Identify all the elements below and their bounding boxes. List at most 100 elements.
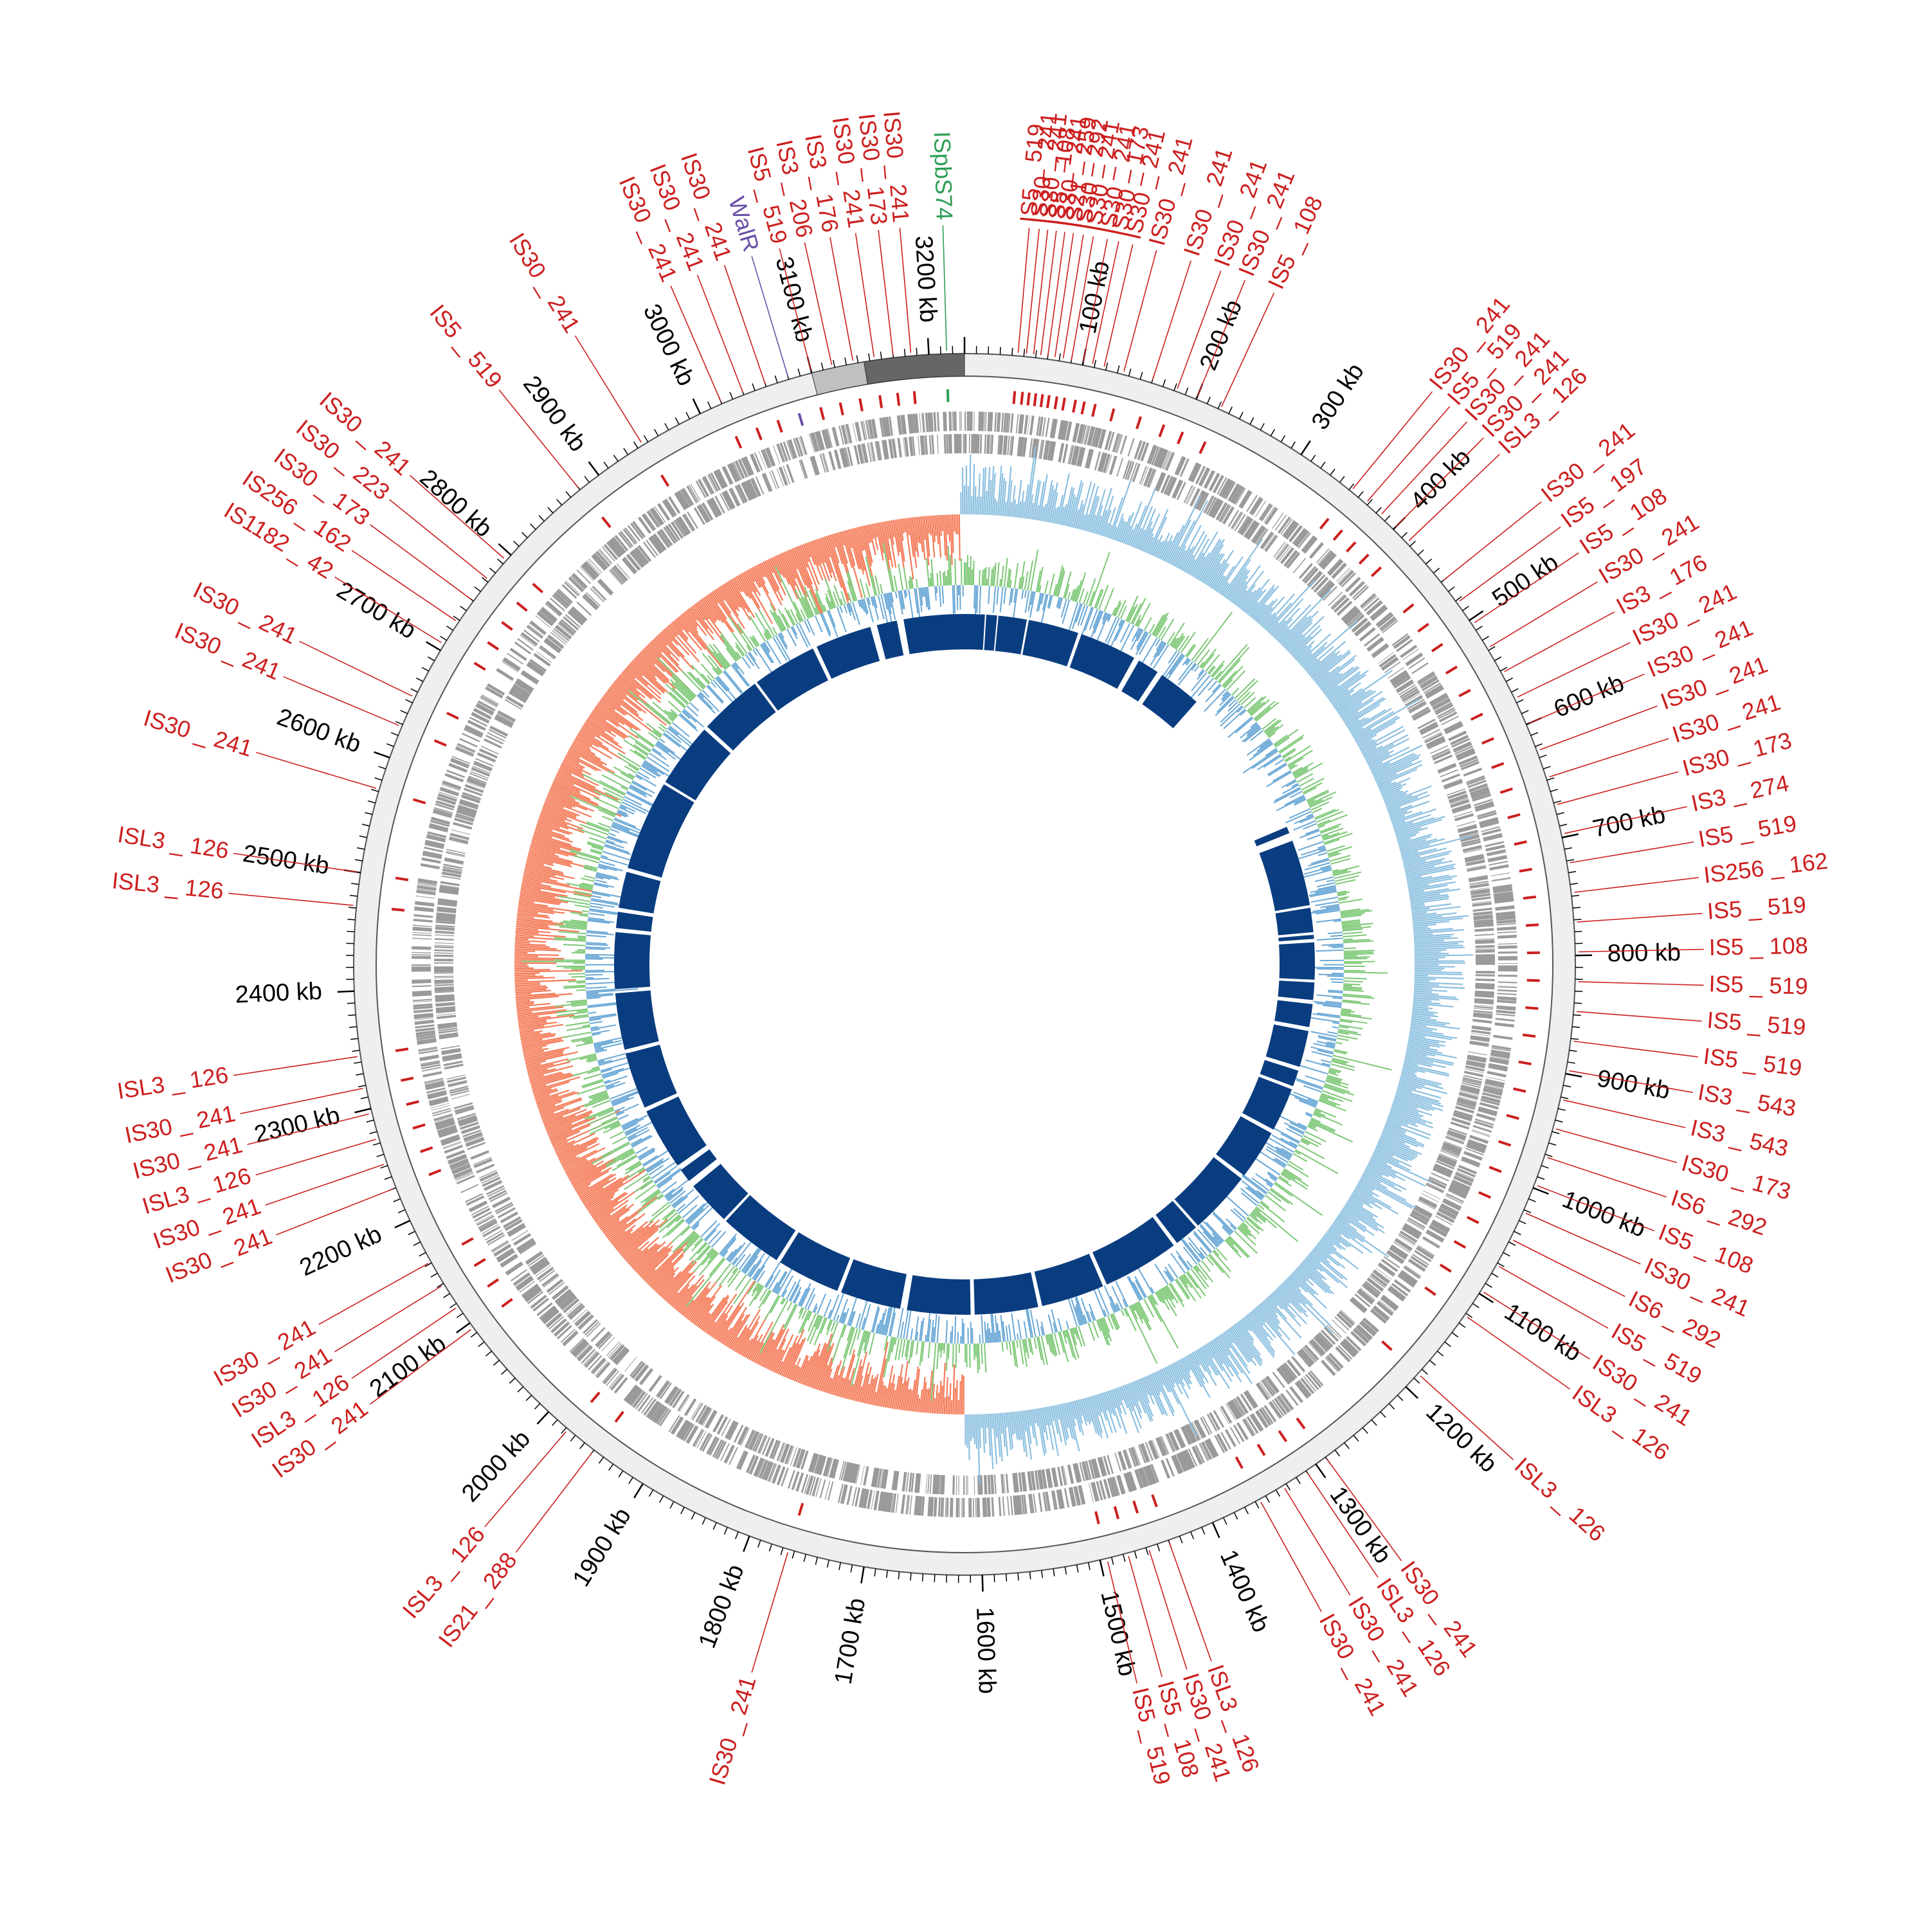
minor-tick (485, 1351, 491, 1357)
minor-tick (394, 1199, 401, 1202)
minor-tick (1553, 801, 1561, 803)
minor-tick (355, 860, 363, 861)
tick-label: 1400 kb (1215, 1546, 1274, 1636)
minor-tick (357, 848, 365, 849)
minor-tick (1528, 1199, 1535, 1202)
minor-tick (1571, 1038, 1579, 1039)
minor-tick (391, 732, 398, 735)
minor-tick (373, 1143, 380, 1146)
minor-tick (1511, 689, 1518, 692)
cds-feature (412, 956, 431, 959)
label-leader-line (1484, 1292, 1590, 1359)
minor-tick (1539, 755, 1546, 757)
cds-feature (950, 1498, 954, 1517)
minor-tick (1449, 587, 1455, 591)
minor-tick (613, 455, 618, 462)
cds-feature (961, 411, 962, 431)
is-element-mark (1525, 1007, 1538, 1009)
minor-tick (1140, 372, 1142, 379)
major-tick (426, 642, 440, 650)
minor-tick (1552, 1132, 1560, 1133)
minor-tick (752, 383, 755, 390)
cds-feature (955, 1498, 959, 1517)
homology-block (903, 614, 964, 654)
minor-tick (604, 462, 608, 468)
tick-label: 2200 kb (296, 1221, 386, 1282)
homology-block (614, 932, 651, 989)
minor-tick (1265, 1496, 1269, 1503)
minor-tick (845, 357, 846, 365)
minor-tick (1255, 1502, 1259, 1509)
label-leader-line (228, 893, 353, 905)
label-leader-line (1529, 674, 1644, 723)
minor-tick (1385, 516, 1390, 521)
tick-label: 2900 kb (518, 371, 592, 456)
minor-tick (1410, 541, 1416, 546)
label-leader-line (1261, 1502, 1321, 1612)
minor-tick (1570, 1051, 1577, 1052)
cds-feature (966, 1476, 967, 1495)
minor-tick (1452, 1333, 1458, 1337)
tick-label: 3000 kb (638, 300, 700, 390)
tick-label: 2000 kb (457, 1425, 536, 1508)
label-leader-line (1557, 772, 1678, 804)
minor-tick (1521, 710, 1528, 714)
major-tick (395, 1220, 410, 1227)
minor-tick (1335, 1450, 1339, 1456)
minor-tick (406, 700, 413, 703)
tick-label: 2600 kb (273, 703, 364, 758)
tick-label: 1300 kb (1325, 1482, 1397, 1569)
minor-tick (1118, 366, 1119, 374)
minor-tick (1541, 1166, 1548, 1168)
minor-tick (1535, 744, 1543, 746)
tick-label: 1500 kb (1095, 1588, 1141, 1679)
minor-tick (1240, 412, 1243, 419)
minor-tick (351, 883, 359, 885)
is-element-label: ISL3 _ 126 (116, 821, 230, 864)
cds-feature (412, 966, 431, 969)
minor-tick (457, 1314, 463, 1318)
minor-tick (619, 1471, 623, 1477)
minor-tick (386, 744, 394, 746)
tick-label: 3200 kb (910, 235, 942, 323)
minor-tick (1573, 907, 1580, 908)
minor-tick (379, 766, 386, 769)
minor-tick (1094, 360, 1096, 368)
cds-feature (434, 962, 453, 964)
major-tick (861, 1567, 864, 1584)
minor-tick (498, 559, 503, 564)
minor-tick (1429, 1360, 1435, 1366)
minor-tick (1482, 636, 1489, 640)
minor-tick (1340, 476, 1345, 482)
major-tick (589, 462, 599, 475)
minor-tick (354, 1062, 361, 1063)
is-element-mark (898, 393, 899, 406)
minor-tick (566, 491, 571, 497)
minor-tick (1276, 1490, 1280, 1496)
minor-tick (1311, 455, 1316, 462)
minor-tick (1271, 429, 1274, 436)
minor-tick (1559, 824, 1567, 826)
is-element-mark (1041, 394, 1043, 407)
cds-feature (1498, 959, 1517, 961)
minor-tick (539, 516, 544, 521)
minor-tick (413, 1242, 421, 1245)
minor-tick (1123, 1554, 1125, 1562)
cds-feature (963, 434, 964, 453)
minor-tick (736, 1531, 738, 1539)
minor-tick (1389, 1404, 1394, 1409)
minor-tick (381, 1166, 388, 1168)
is-element-mark (392, 909, 404, 910)
minor-tick (851, 1565, 852, 1573)
minor-tick (1358, 491, 1363, 497)
minor-tick (428, 657, 434, 661)
minor-tick (599, 1457, 604, 1463)
minor-tick (898, 1572, 899, 1580)
minor-tick (1397, 1395, 1403, 1400)
label-leader-line (256, 752, 376, 788)
minor-tick (1472, 1303, 1479, 1308)
minor-tick (994, 1575, 995, 1582)
label-leader-line (1574, 878, 1699, 892)
minor-tick (401, 710, 408, 714)
minor-tick (1245, 1507, 1249, 1514)
